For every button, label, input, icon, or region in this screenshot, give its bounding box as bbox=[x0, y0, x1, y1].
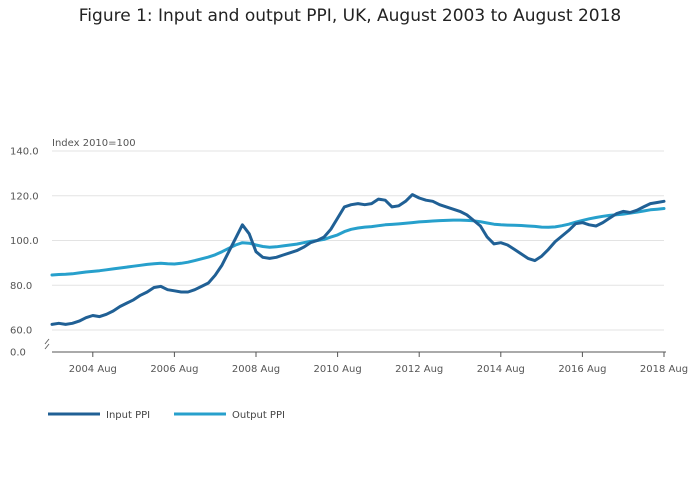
y-axis: 0.0 60.0 80.0 100.0 120.0 140.0 bbox=[10, 147, 39, 359]
x-tick-label: 2010 Aug bbox=[314, 364, 362, 375]
x-tick-label: 2008 Aug bbox=[232, 364, 280, 375]
x-tick-label: 2012 Aug bbox=[395, 364, 443, 375]
x-tick-label: 2016 Aug bbox=[558, 364, 606, 375]
legend-label: Output PPI bbox=[232, 410, 285, 421]
legend-label: Input PPI bbox=[106, 410, 150, 421]
legend-item-input-ppi[interactable]: Input PPI bbox=[48, 410, 150, 421]
x-tick-label: 2004 Aug bbox=[69, 364, 117, 375]
gridlines bbox=[52, 150, 664, 331]
series-lines bbox=[50, 193, 666, 326]
x-axis bbox=[44, 338, 666, 353]
series-line-output-ppi bbox=[50, 207, 666, 277]
legend[interactable]: Input PPI Output PPI bbox=[48, 410, 285, 421]
y-tick-label: 80.0 bbox=[10, 281, 32, 292]
legend-item-output-ppi[interactable]: Output PPI bbox=[174, 410, 285, 421]
y-tick-label: 0.0 bbox=[10, 348, 26, 359]
y-tick-label: 140.0 bbox=[10, 147, 39, 158]
x-tick-label: 2006 Aug bbox=[150, 364, 198, 375]
x-tick-label: 2018 Aug bbox=[640, 364, 688, 375]
x-axis-ticks: 2004 Aug 2006 Aug 2008 Aug 2010 Aug 2012 Aug… bbox=[69, 352, 688, 375]
series-line-input-ppi bbox=[50, 193, 666, 326]
axis-break-marker bbox=[44, 338, 50, 350]
y-tick-label: 120.0 bbox=[10, 191, 39, 202]
y-tick-label: 60.0 bbox=[10, 326, 32, 337]
y-tick-label: 100.0 bbox=[10, 236, 39, 247]
x-tick-label: 2014 Aug bbox=[477, 364, 525, 375]
chart-title: Figure 1: Input and output PPI, UK, Augu… bbox=[78, 6, 622, 26]
y-axis-unit-label: Index 2010=100 bbox=[52, 138, 136, 149]
